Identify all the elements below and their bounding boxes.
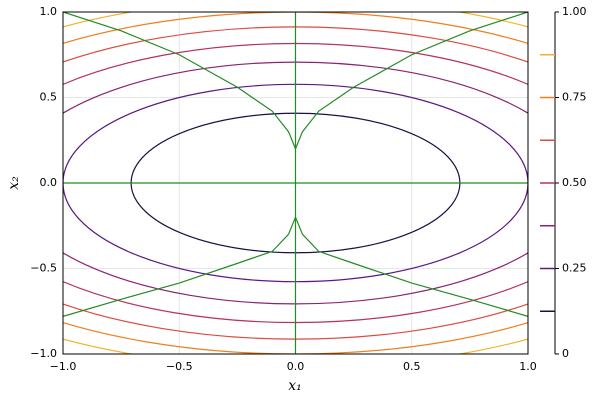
nullcline xyxy=(63,12,528,151)
x-tick-label: 0.0 xyxy=(287,360,305,373)
y-axis-label: x₂ xyxy=(6,176,22,190)
x-tick-label: −1.0 xyxy=(50,360,77,373)
plot-area xyxy=(63,12,528,354)
y-tick-label: −1.0 xyxy=(30,347,57,360)
colorbar-tick-label: 0.75 xyxy=(562,91,587,104)
y-tick-label: 0.0 xyxy=(40,176,58,189)
y-tick-label: −0.5 xyxy=(30,262,57,275)
x-tick-label: 0.5 xyxy=(403,360,421,373)
y-tick-label: 0.5 xyxy=(40,91,58,104)
x-tick-label: −0.5 xyxy=(166,360,193,373)
colorbar-tick-label: 1.00 xyxy=(562,5,587,18)
colorbar-tick-label: 0.25 xyxy=(562,262,587,275)
x-axis-label: x₁ xyxy=(288,378,302,394)
colorbar-tick-label: 0 xyxy=(562,347,569,360)
nullcline xyxy=(63,215,528,317)
y-tick-label: 1.0 xyxy=(40,5,58,18)
plot-frame xyxy=(62,11,529,355)
colorbar-tick-label: 0.50 xyxy=(562,176,587,189)
x-tick-label: 1.0 xyxy=(519,360,537,373)
